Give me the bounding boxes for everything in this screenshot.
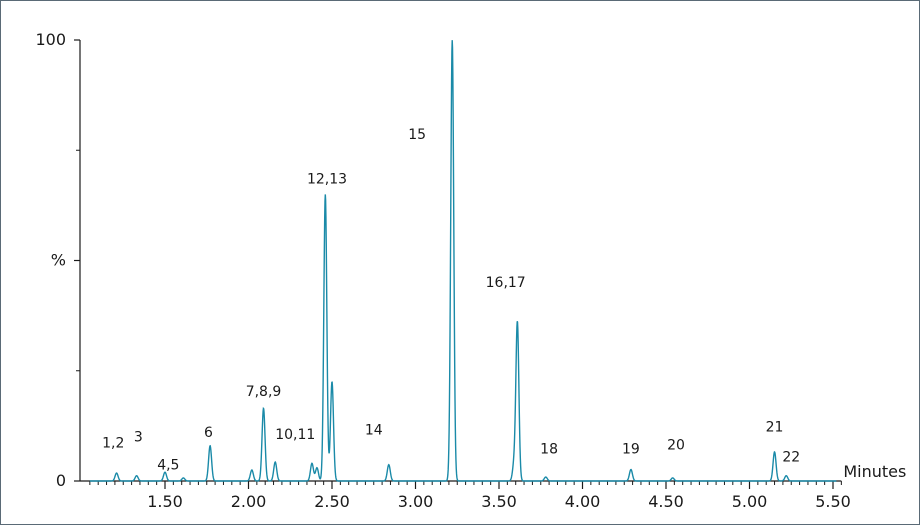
peak-label: 1,2 [102,435,124,451]
y-tick-label: 100 [35,30,66,49]
peak-label: 3 [134,429,143,445]
y-tick-label: 0 [56,471,66,490]
trace-group [89,40,837,482]
x-tick-label: 2.50 [314,492,350,511]
peak-label: 19 [622,442,640,458]
peak-label: 21 [766,420,784,436]
peak-label: 12,13 [307,171,347,187]
x-tick-label: 4.50 [648,492,684,511]
peak-label: 16,17 [486,275,526,291]
axes: 0% 100 1.50 2.00 2.50 3.00 3.50 4.00 4.50 5.00 5.5… [35,30,906,511]
peak-label: 20 [667,438,685,454]
x-tick-label: 5.50 [815,492,851,511]
peak-label: 6 [204,425,213,441]
peak-annotations: 1,2 3 4,5 6 7,8,9 10,11 12,13 14 15 16,17 18 19 20 21… [102,127,800,474]
x-tick-label: 1.50 [147,492,183,511]
peak-label: 22 [782,450,800,466]
x-tick-label: 5.00 [732,492,768,511]
y-tick-label: % [51,251,66,270]
x-tick-label: 3.50 [481,492,517,511]
x-tick-label: 2.00 [231,492,267,511]
x-tick-label: 3.00 [398,492,434,511]
peak-label: 15 [408,127,426,143]
peak-label: 14 [365,422,383,438]
x-tick-label: 4.00 [565,492,601,511]
peak-label: 10,11 [275,427,315,443]
peak-label: 4,5 [157,458,179,474]
x-axis-title: Minutes [843,462,906,481]
peak-label: 7,8,9 [246,384,282,400]
chromatogram-trace [89,40,837,482]
peak-label: 18 [540,442,558,458]
